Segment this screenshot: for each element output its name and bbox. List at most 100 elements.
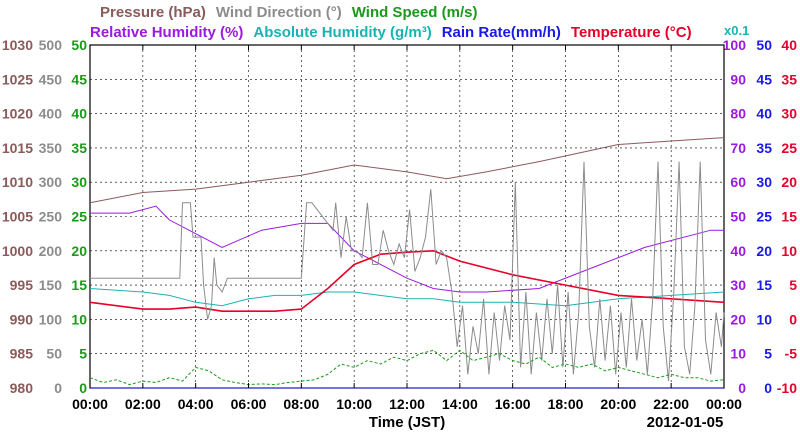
left-axes: 9809859909951000100510101015102010251030… [2, 37, 87, 396]
tick-temperature: 5 [789, 277, 797, 293]
legend-entry-absolute-humidity-g-m: Absolute Humidity (g/m³) [253, 24, 431, 41]
legend-entry-temperature-c: Temperature (°C) [571, 24, 692, 41]
tick-wind-dir: 350 [39, 140, 63, 156]
grid [90, 45, 724, 388]
tick-rain: 20 [756, 243, 772, 259]
legend-entry-pressure-hpa: Pressure (hPa) [100, 4, 206, 21]
tick-humidity: 50 [730, 209, 746, 225]
tick-humidity: 80 [730, 106, 746, 122]
tick-wind-dir: 100 [39, 311, 63, 327]
tick-temperature: 35 [781, 71, 797, 87]
tick-temperature: 25 [781, 140, 797, 156]
x-axis-label: Time (JST) [369, 414, 445, 431]
x-tick-label: 14:00 [442, 396, 478, 412]
legend-entry-wind-speed-m-s: Wind Speed (m/s) [352, 4, 478, 21]
tick-humidity: 0 [738, 380, 746, 396]
legend-row-1: Pressure (hPa) Wind Direction (°) Wind Spe… [100, 4, 477, 21]
tick-humidity: 30 [730, 277, 746, 293]
x-tick-label: 18:00 [548, 396, 584, 412]
legend-entry-wind-direction: Wind Direction (°) [216, 4, 342, 21]
tick-temperature: 0 [789, 311, 797, 327]
tick-pressure: 990 [10, 311, 34, 327]
tick-wind-speed: 45 [71, 71, 87, 87]
series-wind-direction [90, 161, 725, 382]
tick-temperature: -5 [785, 346, 798, 362]
tick-humidity: 100 [723, 37, 747, 53]
right-axes: 0102030405060708090100051015202530354045… [723, 37, 798, 396]
x-tick-label: 02:00 [125, 396, 161, 412]
series-absolute-humidity-g-m [89, 288, 725, 307]
tick-humidity: 40 [730, 243, 746, 259]
x-tick-label: 16:00 [495, 396, 531, 412]
tick-pressure: 1020 [2, 106, 33, 122]
tick-rain: 0 [764, 380, 772, 396]
date-label: 2012-01-05 [647, 414, 724, 431]
tick-wind-dir: 300 [39, 174, 63, 190]
x-tick-label: 04:00 [178, 396, 214, 412]
tick-pressure: 980 [10, 380, 34, 396]
tick-temperature: 15 [781, 209, 797, 225]
rain-multiplier-label: x0.1 [724, 23, 749, 38]
tick-rain: 10 [756, 311, 772, 327]
tick-pressure: 1000 [2, 243, 33, 259]
tick-wind-speed: 0 [79, 380, 87, 396]
tick-wind-speed: 30 [71, 174, 87, 190]
x-tick-label: 08:00 [283, 396, 319, 412]
tick-temperature: -10 [777, 380, 797, 396]
series-relative-humidity [90, 205, 724, 293]
tick-pressure: 1025 [2, 71, 33, 87]
x-tick-label: 00:00 [706, 396, 742, 412]
tick-humidity: 90 [730, 71, 746, 87]
tick-wind-dir: 250 [39, 209, 63, 225]
tick-wind-dir: 0 [54, 380, 62, 396]
tick-wind-dir: 150 [39, 277, 63, 293]
tick-rain: 45 [756, 71, 772, 87]
tick-humidity: 20 [730, 311, 746, 327]
tick-wind-speed: 20 [71, 243, 87, 259]
tick-pressure: 1010 [2, 174, 33, 190]
tick-rain: 35 [756, 140, 772, 156]
legend-entry-rain-rate-mm-h: Rain Rate(mm/h) [442, 24, 561, 41]
tick-wind-dir: 50 [46, 346, 62, 362]
tick-wind-speed: 35 [71, 140, 87, 156]
tick-pressure: 995 [10, 277, 34, 293]
tick-pressure: 985 [10, 346, 34, 362]
tick-pressure: 1005 [2, 209, 33, 225]
tick-humidity: 70 [730, 140, 746, 156]
tick-rain: 25 [756, 209, 772, 225]
tick-temperature: 10 [781, 243, 797, 259]
tick-wind-speed: 40 [71, 106, 87, 122]
tick-wind-dir: 500 [39, 37, 63, 53]
tick-wind-dir: 450 [39, 71, 63, 87]
tick-wind-speed: 15 [71, 277, 87, 293]
x-tick-label: 20:00 [600, 396, 636, 412]
tick-temperature: 30 [781, 106, 797, 122]
tick-wind-speed: 50 [71, 37, 87, 53]
legend-entry-relative-humidity: Relative Humidity (%) [90, 24, 243, 41]
tick-rain: 40 [756, 106, 772, 122]
x-tick-label: 00:00 [72, 396, 108, 412]
tick-rain: 15 [756, 277, 772, 293]
tick-pressure: 1015 [2, 140, 33, 156]
x-tick-label: 22:00 [653, 396, 689, 412]
tick-wind-speed: 5 [79, 346, 87, 362]
tick-rain: 50 [756, 37, 772, 53]
tick-rain: 30 [756, 174, 772, 190]
tick-temperature: 40 [781, 37, 797, 53]
x-tick-label: 06:00 [231, 396, 267, 412]
tick-temperature: 20 [781, 174, 797, 190]
tick-humidity: 60 [730, 174, 746, 190]
legend-row-2: Relative Humidity (%) Absolute Humidity (… [90, 24, 692, 41]
x-tick-label: 10:00 [336, 396, 372, 412]
tick-wind-speed: 25 [71, 209, 87, 225]
x-axis: 00:00 02:00 04:00 06:00 08:00 10:00 12:00 14:00… [72, 45, 742, 412]
tick-wind-dir: 200 [39, 243, 63, 259]
tick-humidity: 10 [730, 346, 746, 362]
series-temperature-c [89, 249, 725, 312]
tick-rain: 5 [764, 346, 772, 362]
tick-pressure: 1030 [2, 37, 33, 53]
series-wind-speed-m-s [89, 349, 725, 386]
tick-wind-speed: 10 [71, 311, 87, 327]
tick-wind-dir: 400 [39, 106, 63, 122]
